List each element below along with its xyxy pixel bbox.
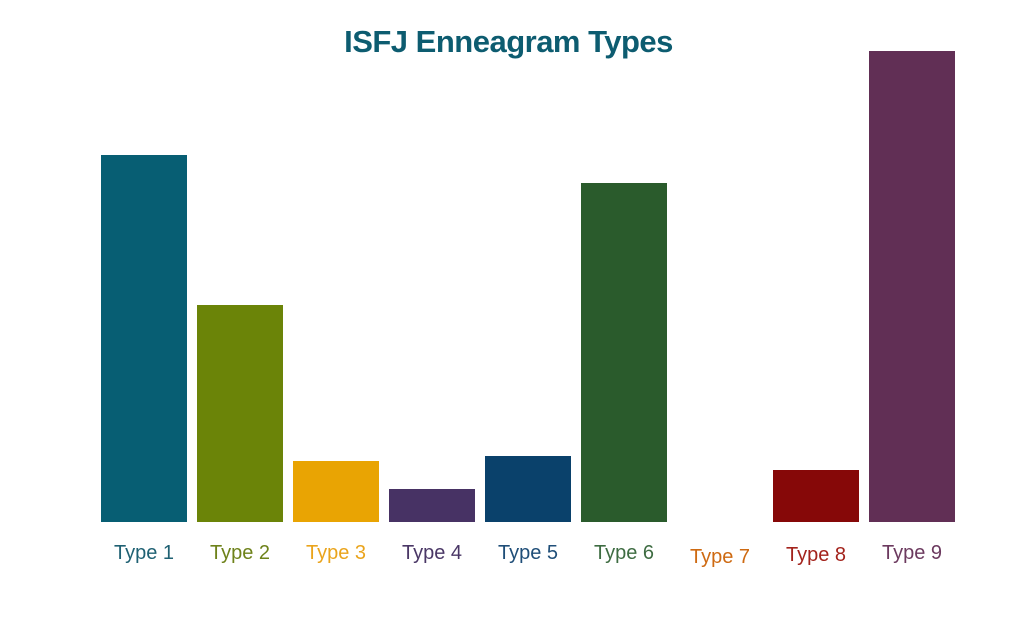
plot-area bbox=[96, 51, 960, 522]
x-axis-label-type-6: Type 6 bbox=[593, 542, 655, 564]
chart-title: ISFJ Enneagram Types bbox=[344, 24, 673, 59]
bar-slot-8 bbox=[768, 51, 864, 522]
bar-type-5 bbox=[485, 456, 571, 522]
x-axis-label-type-9: Type 9 bbox=[881, 542, 943, 564]
bar-type-1 bbox=[101, 155, 187, 522]
x-axis-label-type-8: Type 8 bbox=[785, 544, 847, 566]
bar-type-4 bbox=[389, 489, 475, 522]
bar-type-2 bbox=[197, 305, 283, 522]
bar-type-6 bbox=[581, 183, 667, 522]
bar-type-9 bbox=[869, 51, 955, 522]
bar-slot-7 bbox=[672, 51, 768, 522]
bar-slot-9 bbox=[864, 51, 960, 522]
x-axis-label-type-2: Type 2 bbox=[209, 542, 271, 564]
bar-slot-1 bbox=[96, 51, 192, 522]
bar-type-8 bbox=[773, 470, 859, 522]
bar-slot-3 bbox=[288, 51, 384, 522]
x-axis-label-type-4: Type 4 bbox=[401, 542, 463, 564]
bar-slot-2 bbox=[192, 51, 288, 522]
x-axis-label-type-3: Type 3 bbox=[305, 542, 367, 564]
bar-slot-4 bbox=[384, 51, 480, 522]
bar-slot-5 bbox=[480, 51, 576, 522]
x-axis-label-type-1: Type 1 bbox=[113, 542, 175, 564]
bar-slot-6 bbox=[576, 51, 672, 522]
x-axis-label-type-5: Type 5 bbox=[497, 542, 559, 564]
x-axis-labels: Type 1 Type 2 Type 3 Type 4 Type 5 Type 6 Type… bbox=[96, 541, 960, 569]
bar-type-3 bbox=[293, 461, 379, 522]
x-axis-label-type-7: Type 7 bbox=[689, 546, 751, 568]
